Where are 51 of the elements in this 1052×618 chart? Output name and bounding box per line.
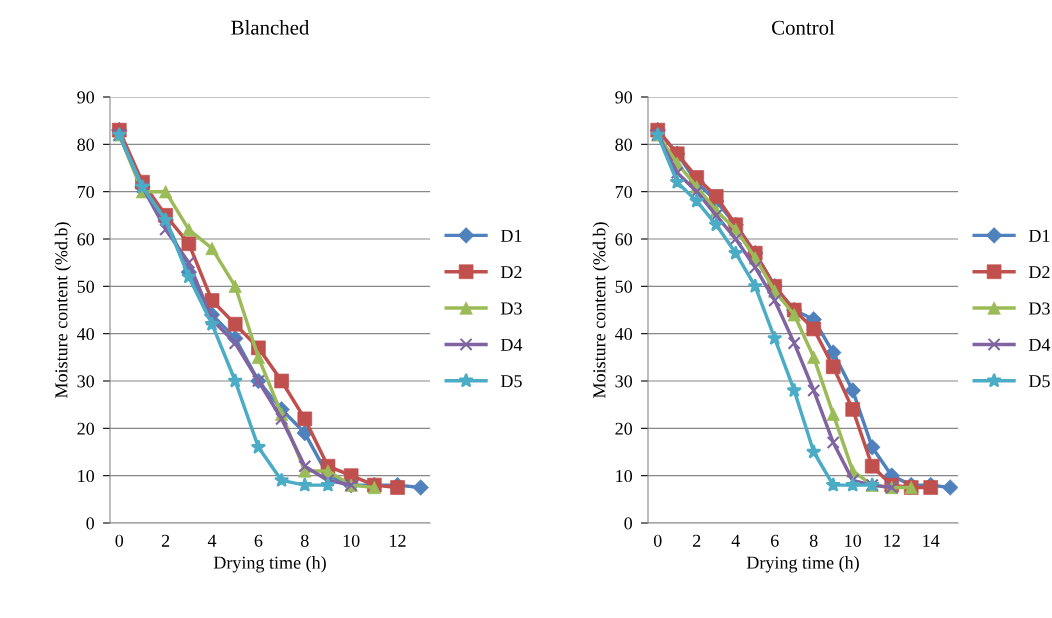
x-tick-label: 2 [693, 534, 701, 547]
y-tick-label: 90 [77, 91, 95, 104]
legend-label: D5 [1028, 375, 1050, 388]
y-tick-label: 40 [615, 327, 633, 341]
x-tick-label: 8 [809, 534, 818, 547]
y-tick-label: 20 [77, 422, 95, 435]
legend-label: D2 [1028, 266, 1050, 279]
x-tick-label: 14 [923, 534, 940, 547]
y-tick-label: 40 [77, 327, 95, 341]
y-tick-label: 60 [77, 233, 95, 246]
x-tick-label: 4 [207, 534, 217, 547]
x-axis-title: Drying time (h) [213, 556, 326, 573]
y-tick-label: 50 [77, 280, 95, 293]
legend-label: D3 [500, 302, 522, 315]
y-tick-label: 10 [616, 469, 633, 483]
legend-label: D5 [500, 375, 522, 388]
x-tick-label: 0 [653, 534, 662, 547]
x-tick-label: 10 [343, 534, 360, 547]
y-axis-title: Moisture content (%d.b) [54, 222, 72, 398]
x-tick-label: 2 [161, 534, 170, 547]
x-tick-label: 8 [300, 534, 309, 547]
y-tick-label: 20 [615, 422, 633, 435]
y-tick-label: 0 [624, 517, 633, 530]
chart-title: Control [772, 20, 835, 35]
legend-label: D3 [1028, 302, 1050, 315]
x-tick-label: 12 [884, 534, 900, 547]
y-axis-title: Moisture content (%d.b) [592, 222, 610, 398]
x-tick-label: 4 [731, 534, 740, 547]
y-tick-label: 60 [615, 233, 633, 246]
legend-label: D1 [1028, 229, 1050, 242]
y-tick-label: 80 [615, 138, 633, 151]
x-tick-label: 6 [770, 534, 779, 547]
x-tick-label: 0 [115, 534, 124, 547]
chart-title: Blanched [231, 20, 310, 35]
y-tick-label: 50 [615, 280, 633, 293]
y-tick-label: 70 [615, 185, 633, 199]
legend-label: D4 [500, 338, 523, 351]
y-tick-label: 10 [78, 469, 95, 483]
legend-label: D1 [500, 229, 522, 242]
x-tick-label: 6 [254, 534, 263, 547]
y-tick-label: 30 [615, 375, 633, 388]
y-tick-label: 90 [615, 91, 633, 104]
x-axis-title: Drying time (h) [746, 556, 859, 573]
y-tick-label: 0 [86, 517, 95, 530]
legend-label: D2 [500, 266, 522, 279]
y-tick-label: 70 [77, 185, 95, 199]
y-tick-label: 80 [77, 138, 95, 151]
legend-label: D4 [1028, 338, 1051, 351]
x-tick-label: 10 [845, 534, 862, 547]
y-tick-label: 30 [77, 375, 95, 388]
x-tick-label: 12 [390, 534, 406, 547]
